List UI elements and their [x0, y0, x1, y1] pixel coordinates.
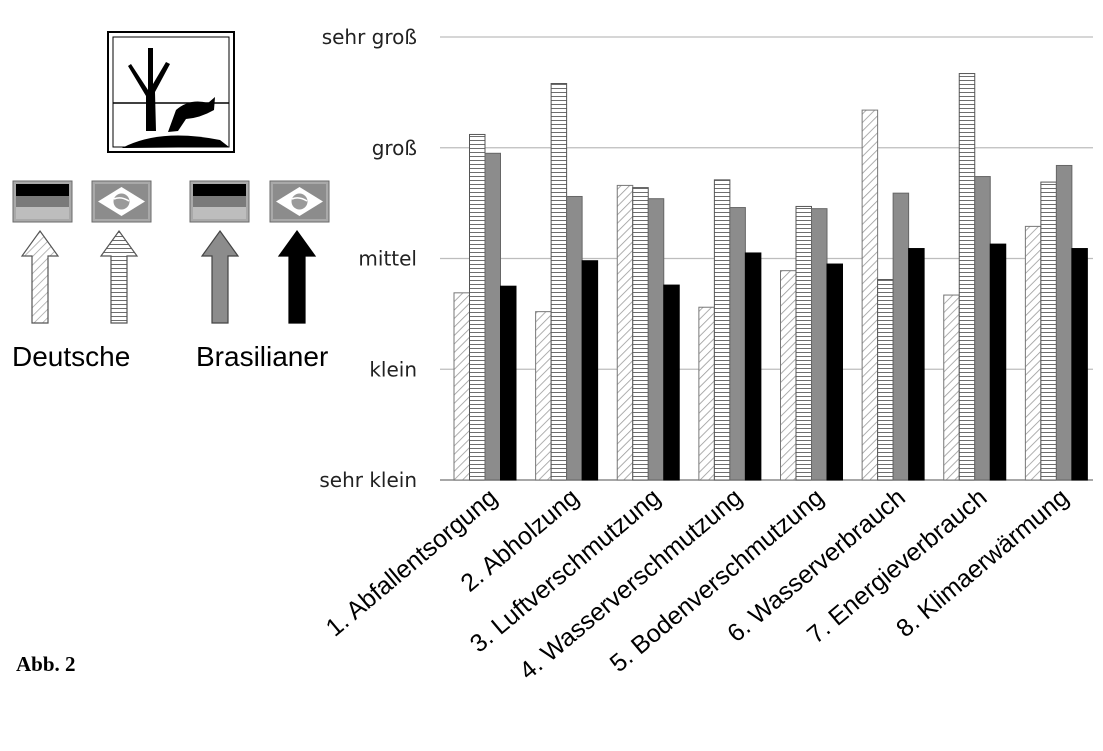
bar-series-2: [632, 187, 649, 481]
bar-series-2: [713, 179, 731, 481]
legend-label-brasilianer: Brasilianer: [196, 341, 328, 372]
bar-series-3: [729, 207, 746, 481]
bar-series-1: [453, 292, 470, 481]
arrow-horizontal-stripes-icon: [99, 229, 139, 324]
bar-series-4: [581, 260, 599, 481]
legend-label-deutsche: Deutsche: [12, 341, 130, 372]
bar-series-3: [974, 176, 991, 481]
figure-caption: Abb. 2: [16, 652, 76, 676]
bar-series-1: [780, 270, 797, 481]
bar-series-1: [861, 109, 879, 481]
y-tick-label: sehr klein: [319, 468, 417, 492]
bar-series-4: [500, 285, 517, 481]
bar-series-1: [535, 311, 552, 481]
y-tick-label: sehr groß: [322, 25, 417, 49]
bar-series-1: [943, 294, 960, 481]
brazilian-flag-icon: [91, 180, 152, 223]
german-flag-icon: [189, 180, 250, 223]
bar-series-4: [1071, 248, 1088, 481]
bar-series-2: [958, 73, 976, 481]
bar-series-4: [744, 252, 762, 481]
bar-series-2: [795, 205, 812, 481]
bar-series-2: [550, 83, 568, 481]
bar-series-4: [663, 284, 680, 481]
bars: [453, 73, 1088, 481]
arrow-diagonal-hatch-icon: [20, 229, 60, 324]
bar-series-1: [698, 306, 715, 481]
bar-series-3: [892, 192, 910, 481]
bar-series-3: [1055, 164, 1073, 481]
y-axis-labels: sehr klein klein mittel groß sehr groß: [319, 25, 417, 492]
bar-series-1: [616, 184, 634, 481]
bar-series-2: [469, 133, 486, 481]
environmental-hazard-symbol-icon: [107, 31, 235, 153]
bar-series-2: [1040, 181, 1057, 481]
arrow-gray-icon: [200, 229, 240, 324]
bar-series-3: [484, 152, 501, 481]
bar-series-4: [908, 248, 925, 481]
y-tick-label: groß: [372, 136, 417, 160]
bar-series-3: [647, 198, 665, 481]
y-tick-label: mittel: [358, 247, 417, 271]
bar-series-4: [989, 243, 1007, 481]
bar-series-1: [1024, 225, 1042, 481]
bar-series-4: [826, 263, 843, 481]
arrow-black-icon: [277, 229, 317, 324]
german-flag-icon: [12, 180, 73, 223]
bar-series-3: [566, 195, 583, 481]
brazilian-flag-icon: [269, 180, 330, 223]
y-tick-label: klein: [369, 357, 417, 381]
bar-series-3: [811, 208, 828, 481]
bar-series-2: [877, 279, 894, 481]
